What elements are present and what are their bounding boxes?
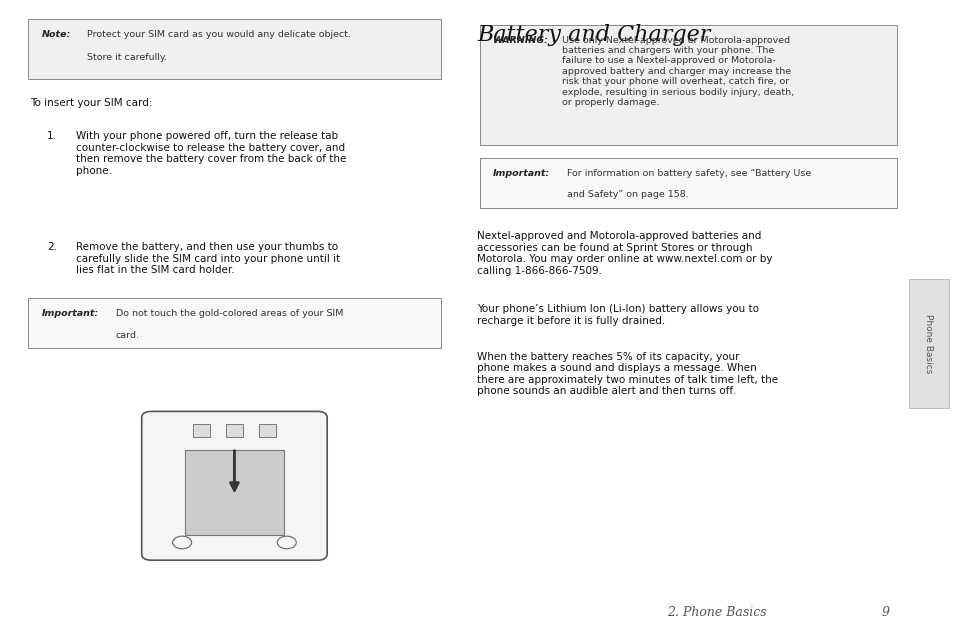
Text: Note:: Note: (41, 30, 71, 39)
Text: Store it carefully.: Store it carefully. (87, 53, 167, 62)
Text: 2. Phone Basics: 2. Phone Basics (666, 605, 766, 619)
Text: Your phone’s Lithium Ion (Li-Ion) battery allows you to
recharge it before it is: Your phone’s Lithium Ion (Li-Ion) batter… (476, 304, 759, 326)
Text: 2.: 2. (47, 242, 57, 252)
Text: Battery and Charger: Battery and Charger (476, 24, 710, 46)
Text: Do not touch the gold-colored areas of your SIM: Do not touch the gold-colored areas of y… (115, 308, 342, 317)
FancyBboxPatch shape (28, 19, 440, 79)
Text: Phone Basics: Phone Basics (923, 314, 932, 373)
Text: With your phone powered off, turn the release tab
counter-clockwise to release t: With your phone powered off, turn the re… (75, 131, 346, 176)
Text: card.: card. (115, 331, 139, 340)
Text: and Safety” on page 158.: and Safety” on page 158. (567, 190, 688, 199)
Text: For information on battery safety, see “Battery Use: For information on battery safety, see “… (567, 169, 811, 177)
Text: Remove the battery, and then use your thumbs to
carefully slide the SIM card int: Remove the battery, and then use your th… (75, 242, 339, 275)
FancyBboxPatch shape (479, 25, 897, 145)
FancyBboxPatch shape (908, 279, 948, 408)
FancyBboxPatch shape (185, 450, 284, 535)
FancyBboxPatch shape (28, 298, 440, 348)
Text: To insert your SIM card:: To insert your SIM card: (30, 98, 152, 107)
Text: Use only Nextel-approved or Motorola-approved
batteries and chargers with your p: Use only Nextel-approved or Motorola-app… (561, 36, 793, 107)
Bar (193, 424, 210, 437)
FancyBboxPatch shape (479, 158, 897, 209)
Bar (259, 424, 276, 437)
Bar (226, 424, 243, 437)
Text: Nextel-approved and Motorola-approved batteries and
accessories can be found at : Nextel-approved and Motorola-approved ba… (476, 232, 772, 276)
Text: 1.: 1. (47, 131, 57, 141)
FancyBboxPatch shape (142, 411, 327, 560)
Text: WARNING:: WARNING: (493, 36, 549, 45)
Text: Important:: Important: (493, 169, 550, 177)
Text: When the battery reaches 5% of its capacity, your
phone makes a sound and displa: When the battery reaches 5% of its capac… (476, 352, 778, 396)
Text: Protect your SIM card as you would any delicate object.: Protect your SIM card as you would any d… (87, 30, 351, 39)
Text: 9: 9 (881, 605, 888, 619)
Text: Important:: Important: (41, 308, 98, 317)
